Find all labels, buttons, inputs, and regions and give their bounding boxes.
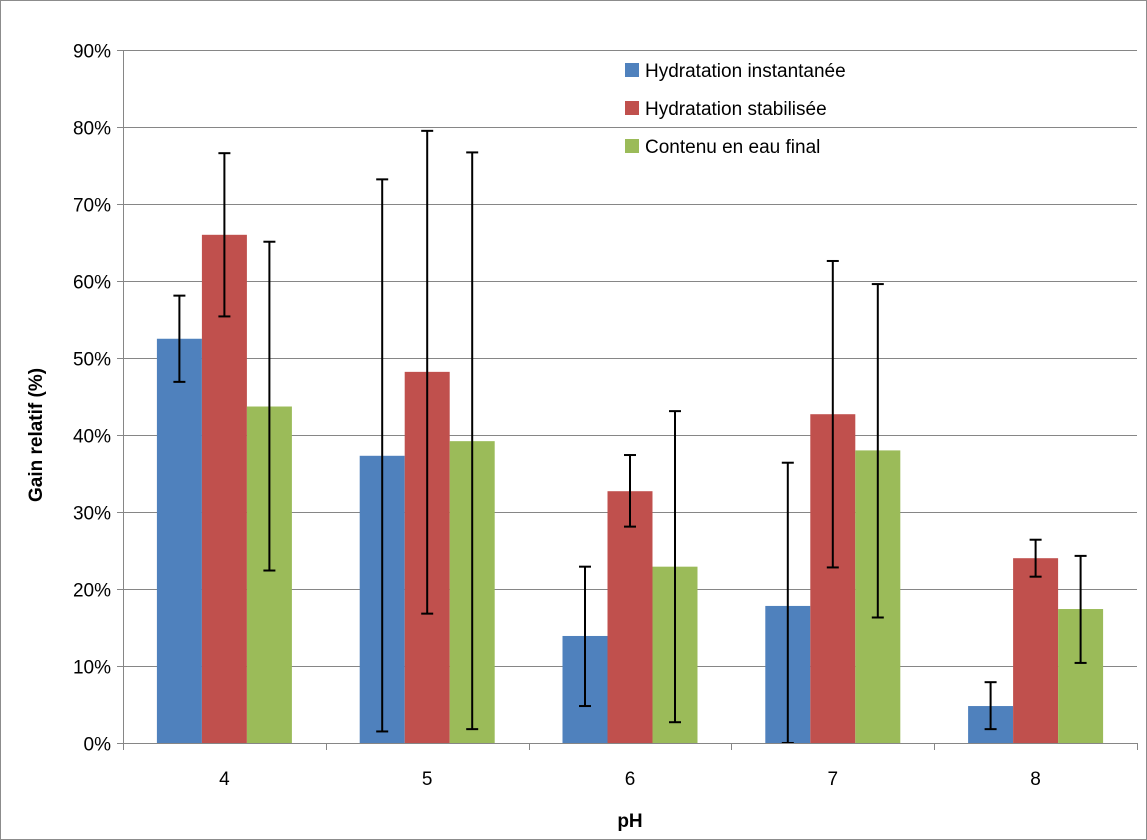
- y-tick-label: 40%: [73, 427, 111, 448]
- y-tick-label: 50%: [73, 350, 111, 371]
- bar: [607, 491, 653, 743]
- y-tick-label: 70%: [73, 196, 111, 217]
- legend-label: Contenu en eau final: [645, 137, 820, 158]
- y-tick-label: 60%: [73, 273, 111, 294]
- y-tick-label: 80%: [73, 119, 111, 140]
- y-tick-label: 20%: [73, 581, 111, 602]
- x-axis-title: pH: [617, 811, 642, 832]
- legend-label: Hydratation stabilisée: [645, 99, 827, 120]
- legend-label: Hydratation instantanée: [645, 61, 846, 82]
- axes: [117, 50, 1138, 750]
- y-axis-title: Gain relatif (%): [26, 368, 47, 502]
- y-tick-label: 90%: [73, 42, 111, 63]
- gridlines: [123, 50, 1137, 667]
- y-tick-labels: 0% 10% 20% 30% 40% 50% 60% 70% 80% 90%: [73, 42, 111, 756]
- y-tick-label: 0%: [84, 735, 112, 756]
- y-tick-label: 10%: [73, 658, 111, 679]
- legend-swatch: [625, 63, 639, 77]
- bar: [201, 234, 247, 744]
- legend-swatch: [625, 101, 639, 115]
- x-tick-label: 6: [625, 769, 636, 790]
- bar: [1013, 558, 1059, 743]
- legend: Hydratation instantanée Hydratation stabi…: [625, 61, 846, 158]
- x-tick-label: 5: [422, 769, 433, 790]
- legend-swatch: [625, 139, 639, 153]
- y-tick-label: 30%: [73, 504, 111, 525]
- error-bars: [173, 129, 1087, 744]
- x-tick-labels: 4 5 6 7 8: [219, 769, 1041, 790]
- bar: [156, 338, 202, 743]
- x-tick-label: 8: [1030, 769, 1041, 790]
- x-tick-label: 7: [828, 769, 839, 790]
- x-tick-label: 4: [219, 769, 230, 790]
